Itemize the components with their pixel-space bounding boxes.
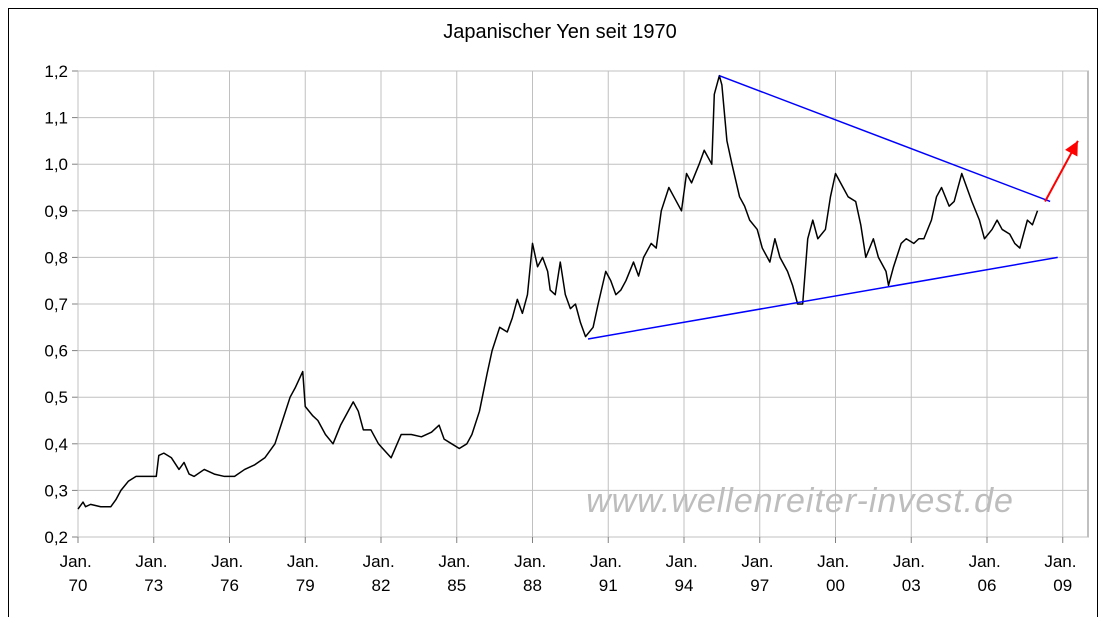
y-tick-label: 0,6 [44,342,68,361]
x-tick-label: Jan. 88 [514,552,551,595]
y-tick-label: 0,3 [44,481,68,500]
x-tick-label: Jan. 00 [817,552,854,595]
series-line [77,74,1039,510]
y-tick-label: 0,8 [44,248,68,267]
x-tick-label: Jan. 03 [893,552,930,595]
y-tick-label: 0,5 [44,388,68,407]
x-tick-label: Jan. 76 [211,552,248,595]
x-tick-label: Jan. 97 [741,552,778,595]
x-tick-label: Jan. 70 [60,552,97,595]
y-tick-label: 1,1 [44,109,68,128]
y-tick-label: 0,7 [44,295,68,314]
chart-title: Japanischer Yen seit 1970 [443,21,677,43]
trend-line [719,74,1051,203]
x-tick-label: Jan. 85 [438,552,475,595]
x-tick-label: Jan. 79 [287,552,324,595]
y-tick-label: 1,2 [44,62,68,81]
x-tick-label: Jan. 73 [135,552,172,595]
arrow-head [1065,140,1078,157]
y-tick-label: 0,2 [44,528,68,547]
trend-line [587,256,1058,340]
x-tick-label: Jan. 82 [363,552,400,595]
x-tick-label: Jan. 94 [666,552,703,595]
watermark: www.wellenreiter-invest.de [586,482,1014,520]
y-tick-label: 0,9 [44,202,68,221]
x-tick-label: Jan. 06 [969,552,1006,595]
y-tick-label: 0,4 [44,435,68,454]
x-tick-label: Jan. 91 [590,552,627,595]
x-tick-label: Jan. 09 [1044,552,1081,595]
y-tick-label: 1,0 [44,155,68,174]
